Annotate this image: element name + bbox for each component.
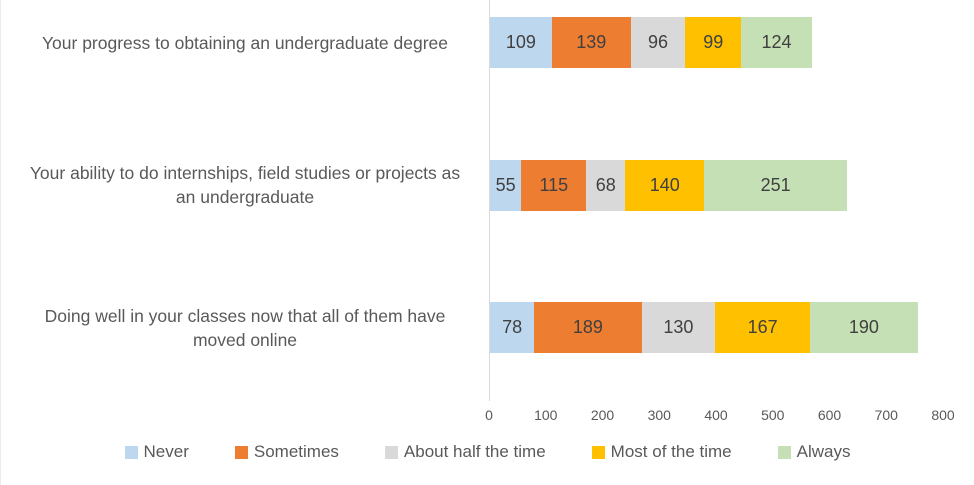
stacked-bar: 109 139 96 99 124 bbox=[490, 17, 812, 68]
legend: Never Sometimes About half the time Most of… bbox=[1, 442, 974, 462]
legend-item-sometimes: Sometimes bbox=[234, 442, 339, 462]
bar-segment-always: 251 bbox=[704, 159, 847, 211]
stacked-bar: 78 189 130 167 190 bbox=[490, 302, 918, 353]
category-axis-line bbox=[489, 0, 490, 401]
x-axis: 0 100 200 300 400 500 600 700 800 bbox=[1, 400, 974, 434]
bar-value-label: 140 bbox=[649, 174, 680, 195]
legend-swatch-about-half-the-time bbox=[384, 445, 398, 459]
x-axis-tick-label: 300 bbox=[647, 407, 671, 423]
bar-segment-always: 124 bbox=[741, 17, 812, 68]
x-axis-tick-label: 200 bbox=[590, 407, 615, 423]
legend-label: Sometimes bbox=[253, 442, 339, 461]
category-label: Your progress to obtaining an undergradu… bbox=[41, 32, 449, 53]
bar-value-label: 68 bbox=[595, 174, 616, 195]
bar-segment-about-half-the-time: 96 bbox=[630, 17, 686, 68]
legend-label: About half the time bbox=[403, 442, 546, 461]
plot-area: Your progress to obtaining an undergradu… bbox=[1, 0, 974, 401]
bar-value-label: 251 bbox=[760, 174, 791, 195]
bar-value-label: 78 bbox=[502, 317, 523, 337]
bar-segment-sometimes: 139 bbox=[551, 17, 631, 68]
legend-label: Always bbox=[796, 442, 851, 461]
bar-segment-never: 55 bbox=[490, 159, 522, 211]
legend-item-never: Never bbox=[124, 442, 189, 462]
legend-item-most-of-the-time: Most of the time bbox=[591, 442, 732, 462]
bar-segment-about-half-the-time: 130 bbox=[641, 302, 716, 353]
legend-label: Never bbox=[143, 442, 189, 461]
bar-value-label: 99 bbox=[703, 32, 724, 52]
bar-value-label: 115 bbox=[539, 174, 569, 195]
x-axis-tick-label: 100 bbox=[534, 407, 558, 423]
bar-segment-most-of-the-time: 167 bbox=[715, 302, 811, 353]
x-axis-tick-label: 600 bbox=[817, 407, 842, 423]
x-axis-tick-label: 800 bbox=[931, 407, 955, 423]
bar-segment-about-half-the-time: 68 bbox=[586, 159, 626, 211]
stacked-bar: 55 115 68 140 251 bbox=[490, 159, 847, 211]
bar-value-label: 167 bbox=[747, 317, 778, 337]
category-label: Your ability to do internships, field st… bbox=[29, 162, 461, 207]
category-label: Doing well in your classes now that all … bbox=[44, 305, 446, 350]
x-axis-tick-label: 0 bbox=[485, 407, 493, 423]
bar-value-label: 96 bbox=[647, 32, 668, 52]
bar-segment-most-of-the-time: 99 bbox=[685, 17, 742, 68]
bar-value-label: 190 bbox=[848, 317, 879, 337]
bar-segment-never: 78 bbox=[490, 302, 535, 353]
bar-value-label: 130 bbox=[663, 317, 694, 337]
legend-item-always: Always bbox=[777, 442, 851, 462]
bar-segment-most-of-the-time: 140 bbox=[625, 159, 705, 211]
x-axis-tick-label: 500 bbox=[761, 407, 785, 423]
bar-value-label: 124 bbox=[761, 32, 792, 52]
legend-swatch-most-of-the-time bbox=[591, 445, 605, 459]
legend-swatch-always bbox=[777, 445, 791, 459]
legend-label: Most of the time bbox=[610, 442, 732, 461]
legend-item-about-half-the-time: About half the time bbox=[384, 442, 546, 462]
bar-segment-sometimes: 115 bbox=[521, 159, 587, 211]
bar-segment-sometimes: 189 bbox=[534, 302, 642, 353]
bar-value-label: 139 bbox=[576, 32, 607, 52]
bar-value-label: 109 bbox=[505, 32, 536, 52]
x-axis-tick-label: 400 bbox=[704, 407, 728, 423]
legend-swatch-never bbox=[124, 445, 138, 459]
bar-value-label: 55 bbox=[495, 174, 516, 195]
bar-segment-never: 109 bbox=[490, 17, 552, 68]
bar-segment-always: 190 bbox=[810, 302, 918, 353]
x-axis-tick-label: 700 bbox=[874, 407, 898, 423]
legend-swatch-sometimes bbox=[234, 445, 248, 459]
bar-value-label: 189 bbox=[572, 317, 603, 337]
